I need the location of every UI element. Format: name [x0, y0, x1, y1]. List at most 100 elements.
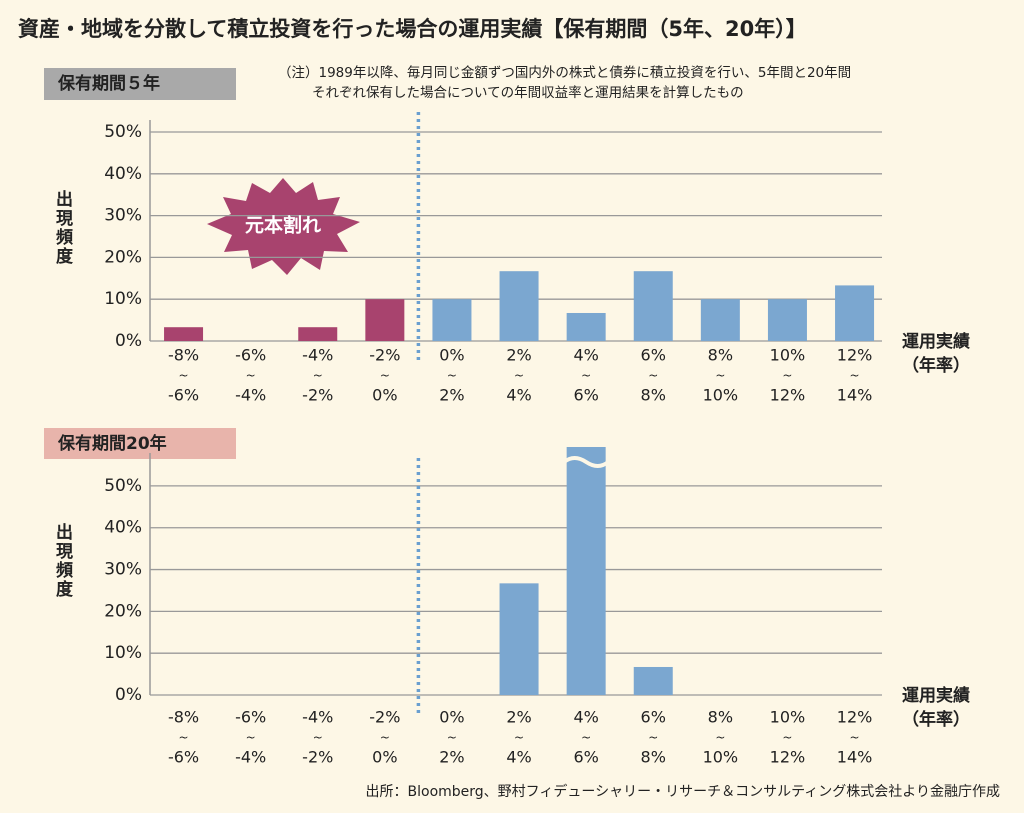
- x-tick-label: 2%: [439, 748, 464, 767]
- x-tick-label: -6%: [235, 708, 266, 727]
- panel-label-box: [44, 428, 236, 459]
- x-tick-label: 14%: [837, 748, 873, 767]
- bar: [566, 312, 606, 341]
- x-tick-label: ~: [179, 369, 189, 383]
- x-tick-label: ~: [715, 369, 725, 383]
- bar: [298, 327, 338, 341]
- x-tick-label: -2%: [302, 748, 333, 767]
- x-tick-label: ~: [380, 369, 390, 383]
- annotation: 元本割れ: [245, 214, 321, 237]
- x-tick-label: 8%: [708, 708, 733, 727]
- x-tick-label: 8%: [708, 346, 733, 365]
- x-axis-label: （年率）: [902, 355, 970, 376]
- x-tick-label: 12%: [770, 748, 806, 767]
- x-tick-label: 0%: [372, 386, 397, 405]
- x-tick-label: -6%: [168, 748, 199, 767]
- x-tick-label: -8%: [168, 708, 199, 727]
- x-tick-label: ~: [514, 369, 524, 383]
- y-tick-label: 0%: [115, 685, 142, 705]
- bar: [499, 583, 539, 695]
- y-tick-label: 20%: [104, 247, 142, 267]
- x-tick-label: ~: [648, 731, 658, 745]
- x-tick-label: -4%: [235, 748, 266, 767]
- x-tick-label: ~: [581, 369, 591, 383]
- bar: [700, 299, 740, 341]
- x-tick-label: ~: [782, 369, 792, 383]
- y-tick-label: 20%: [104, 601, 142, 621]
- x-tick-label: 10%: [703, 748, 739, 767]
- y-tick-label: 30%: [104, 206, 142, 226]
- x-tick-label: ~: [581, 731, 591, 745]
- bar: [365, 299, 405, 341]
- y-axis-label: 出現頻度: [52, 522, 74, 599]
- y-tick-label: 30%: [104, 560, 142, 580]
- badge-burst: [207, 178, 360, 275]
- x-tick-label: 14%: [837, 386, 873, 405]
- x-tick-label: ~: [850, 731, 860, 745]
- x-tick-label: 6%: [641, 708, 666, 727]
- bar: [566, 447, 606, 695]
- x-axis-label: （年率）: [902, 709, 970, 730]
- x-tick-label: ~: [850, 369, 860, 383]
- note: （注）1989年以降、毎月同じ金額ずつ国内外の株式と債券に積立投資を行い、5年間…: [278, 65, 851, 81]
- x-tick-label: 4%: [506, 386, 531, 405]
- panel-label: 保有期間20年: [57, 433, 167, 454]
- x-tick-label: ~: [246, 369, 256, 383]
- y-tick-label: 10%: [104, 289, 142, 309]
- x-tick-label: 12%: [770, 386, 806, 405]
- bar: [164, 327, 204, 341]
- bar: [633, 666, 673, 695]
- x-tick-label: 2%: [439, 386, 464, 405]
- source: 出所：Bloomberg、野村フィデューシャリー・リサーチ＆コンサルティング株式…: [366, 783, 1000, 800]
- x-tick-label: -4%: [235, 386, 266, 405]
- y-tick-label: 50%: [104, 476, 142, 496]
- x-tick-label: -8%: [168, 346, 199, 365]
- x-tick-label: 0%: [439, 708, 464, 727]
- x-tick-label: ~: [782, 731, 792, 745]
- x-tick-label: -2%: [302, 386, 333, 405]
- x-tick-label: ~: [715, 731, 725, 745]
- x-tick-label: 10%: [703, 386, 739, 405]
- x-tick-label: 10%: [770, 346, 806, 365]
- x-tick-label: -2%: [369, 346, 400, 365]
- panel-label: 保有期間５年: [57, 73, 160, 94]
- x-axis-label: 運用実績: [902, 685, 970, 706]
- y-axis-label: 出現頻度: [52, 189, 74, 266]
- x-tick-label: 6%: [573, 386, 598, 405]
- x-tick-label: ~: [246, 731, 256, 745]
- y-tick-label: 50%: [104, 122, 142, 142]
- x-tick-label: ~: [313, 369, 323, 383]
- note: それぞれ保有した場合についての年間収益率と運用結果を計算したもの: [312, 84, 744, 101]
- x-tick-label: ~: [179, 731, 189, 745]
- bar: [633, 271, 673, 341]
- bar: [499, 271, 539, 341]
- y-tick-label: 40%: [104, 164, 142, 184]
- x-tick-label: ~: [514, 731, 524, 745]
- x-tick-label: 2%: [506, 708, 531, 727]
- x-tick-label: 6%: [641, 346, 666, 365]
- x-tick-label: -4%: [302, 346, 333, 365]
- x-tick-label: 6%: [573, 748, 598, 767]
- x-tick-label: ~: [380, 731, 390, 745]
- y-tick-label: 10%: [104, 643, 142, 663]
- bar: [767, 299, 807, 341]
- title: 資産・地域を分散して積立投資を行った場合の運用実績【保有期間（5年、20年）】: [18, 17, 807, 41]
- x-tick-label: 4%: [506, 748, 531, 767]
- bar: [432, 299, 472, 341]
- y-tick-label: 40%: [104, 518, 142, 538]
- panel-label-box: [44, 68, 236, 100]
- x-tick-label: ~: [313, 731, 323, 745]
- x-tick-label: 8%: [641, 748, 666, 767]
- x-tick-label: 12%: [837, 346, 873, 365]
- x-tick-label: 0%: [372, 748, 397, 767]
- x-tick-label: -2%: [369, 708, 400, 727]
- x-tick-label: 10%: [770, 708, 806, 727]
- x-tick-label: 12%: [837, 708, 873, 727]
- x-tick-label: 4%: [573, 708, 598, 727]
- x-tick-label: 4%: [573, 346, 598, 365]
- x-axis-label: 運用実績: [902, 331, 970, 352]
- x-tick-label: -6%: [168, 386, 199, 405]
- x-tick-label: ~: [648, 369, 658, 383]
